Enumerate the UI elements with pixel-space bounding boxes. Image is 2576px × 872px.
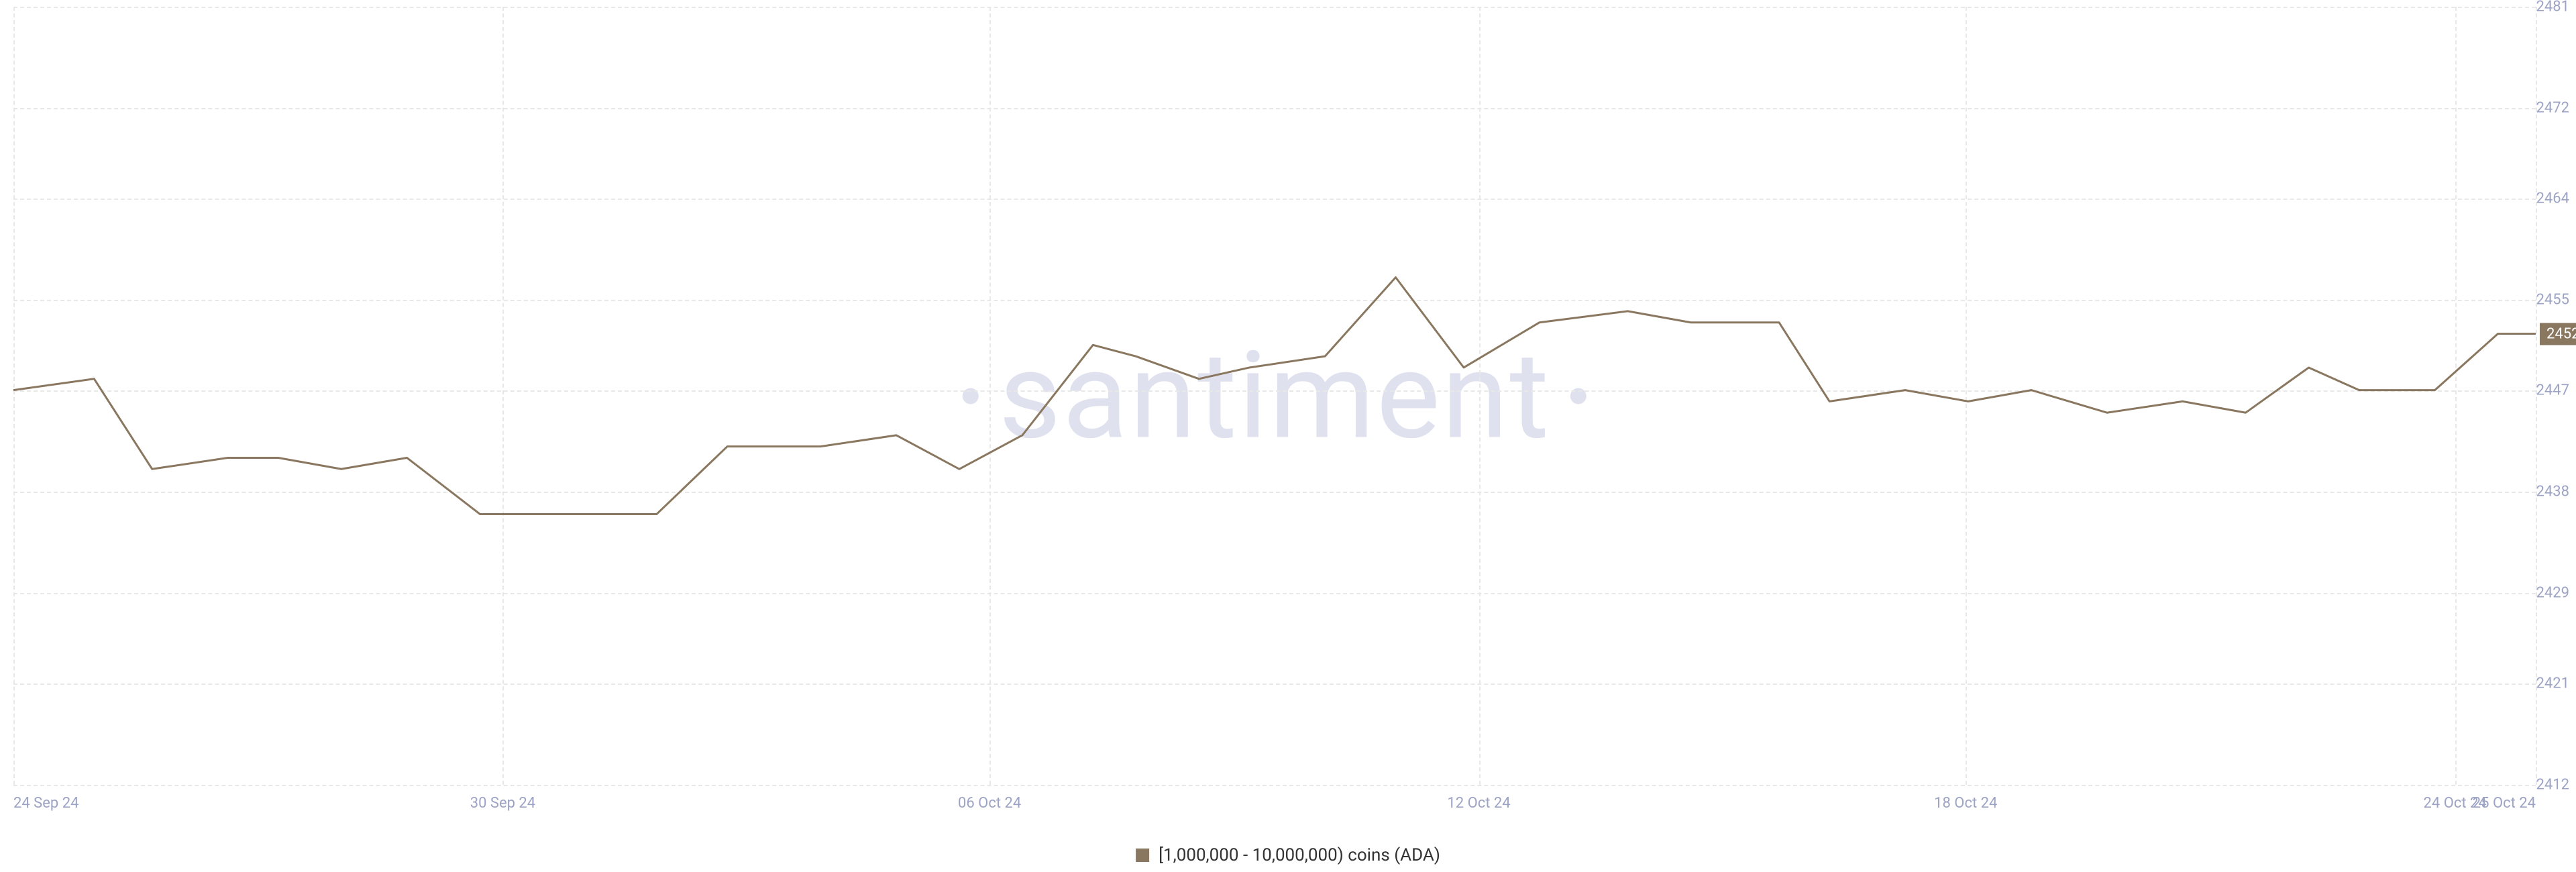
y-tick-label: 2455	[2536, 292, 2569, 309]
legend: [1,000,000 - 10,000,000) coins (ADA)	[1136, 845, 1440, 865]
line-chart-svg	[13, 7, 2536, 785]
x-tick-label: 06 Oct 24	[958, 795, 1021, 812]
y-tick-label: 2481	[2536, 0, 2569, 15]
series-line	[13, 277, 2536, 514]
y-tick-label: 2412	[2536, 777, 2569, 794]
x-tick-label: 18 Oct 24	[1934, 795, 1997, 812]
x-tick-label: 25 Oct 24	[2473, 795, 2536, 812]
chart-container: santiment 2412 2421 2429 2438 2447 2455 2464 24…	[0, 0, 2576, 872]
last-value-text: 2452	[2546, 325, 2576, 342]
x-tick-label: 24 Sep 24	[13, 795, 78, 812]
grid-line-h	[13, 785, 2536, 786]
legend-swatch	[1136, 849, 1149, 862]
y-tick-label: 2447	[2536, 382, 2569, 398]
x-tick-label: 12 Oct 24	[1447, 795, 1510, 812]
last-value-badge: 2452	[2540, 323, 2576, 345]
x-tick-label: 30 Sep 24	[470, 795, 535, 812]
plot-area: santiment	[13, 7, 2536, 785]
y-tick-label: 2429	[2536, 585, 2569, 602]
y-tick-label: 2472	[2536, 100, 2569, 117]
y-tick-label: 2421	[2536, 675, 2569, 692]
y-tick-label: 2464	[2536, 190, 2569, 207]
y-tick-label: 2438	[2536, 483, 2569, 500]
legend-label: [1,000,000 - 10,000,000) coins (ADA)	[1159, 845, 1440, 865]
